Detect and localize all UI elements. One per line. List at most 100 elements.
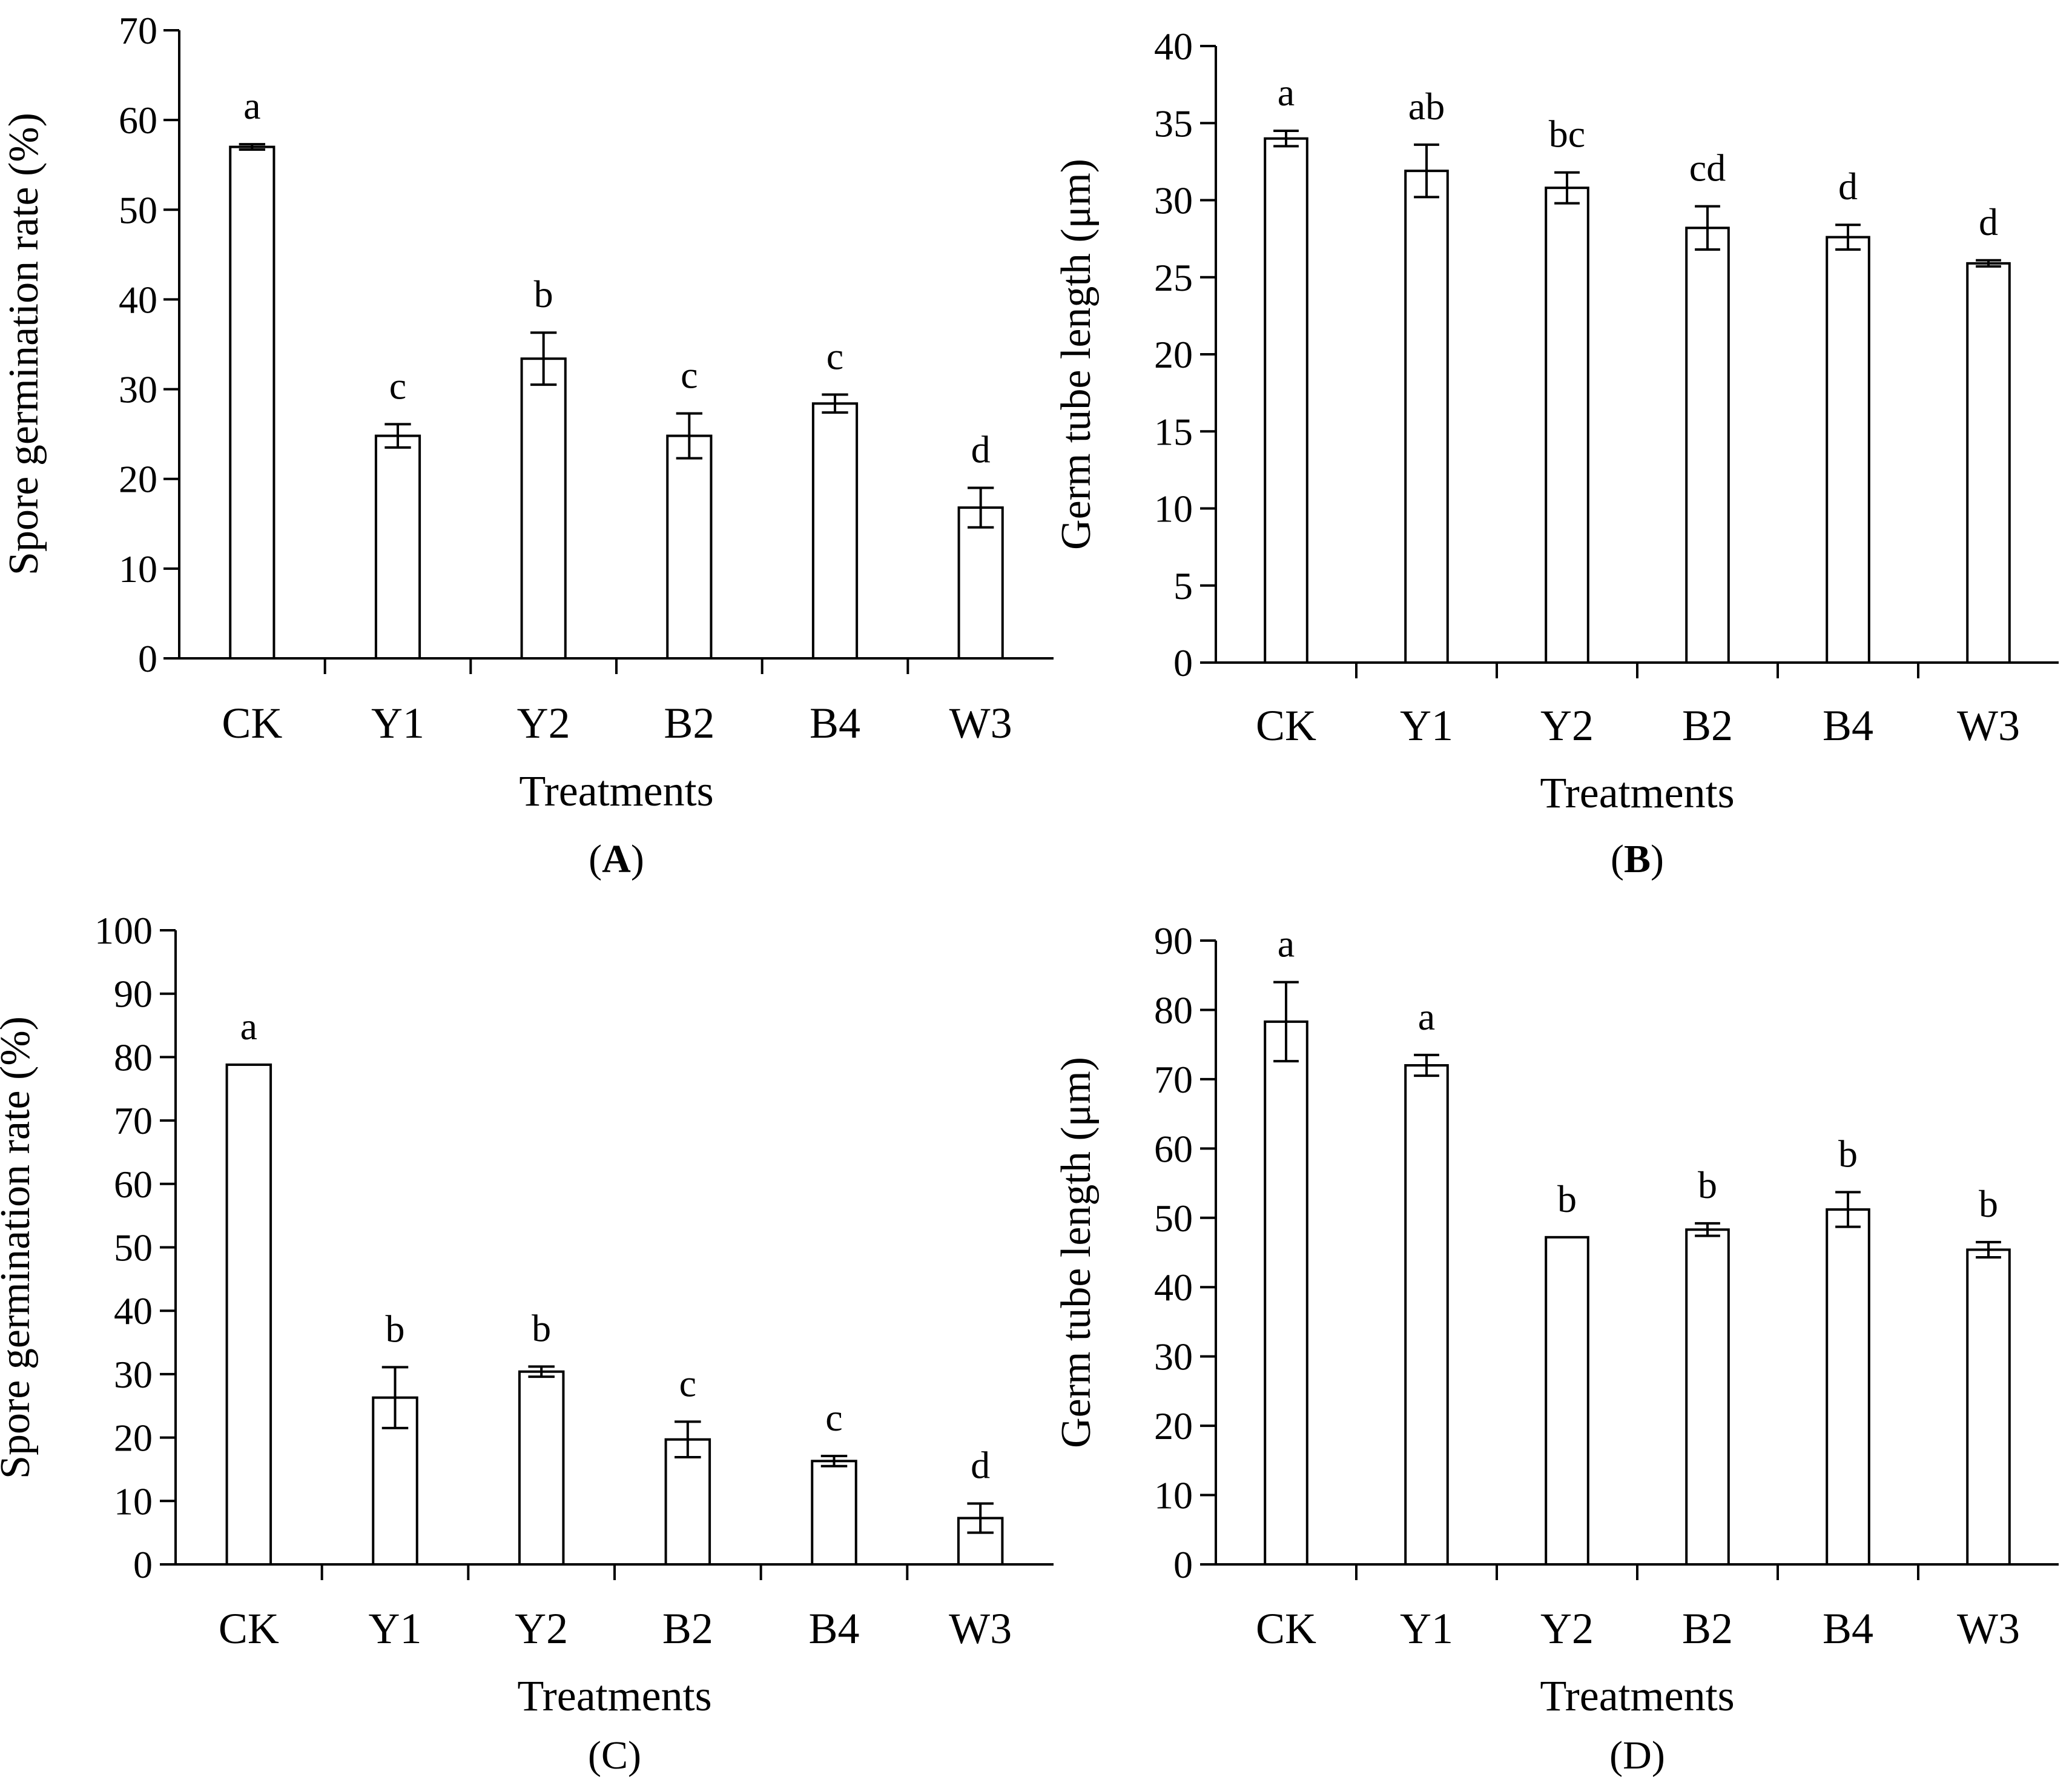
x-category-label: Y2: [1540, 701, 1594, 750]
bar-b4: [1826, 236, 1870, 664]
significance-letter: a: [1418, 995, 1435, 1038]
y-tick-label: 5: [1173, 564, 1193, 607]
bar-w3: [957, 506, 1004, 660]
significance-letter: b: [534, 273, 553, 316]
chart-panel-c: 0 10 20 30 40 50 60 70 80 90 100 a CK b Y1 b Y2 c B2 c B4 d W3…: [0, 909, 1054, 1778]
bar-y1: [1404, 1064, 1449, 1566]
x-category-label: Y2: [515, 1604, 568, 1653]
y-tick-label: 40: [1154, 1266, 1193, 1309]
significance-letter: c: [679, 1361, 696, 1404]
x-category-label: W3: [1957, 1604, 2020, 1653]
y-tick-label: 100: [94, 909, 153, 952]
x-axis-title: Treatments: [517, 1672, 711, 1720]
x-category-label: Y1: [1400, 701, 1453, 750]
significance-letter: bc: [1549, 113, 1585, 156]
significance-letter: b: [386, 1307, 405, 1350]
x-category-label: CK: [1256, 1604, 1316, 1653]
x-category-label: Y1: [369, 1604, 422, 1653]
y-tick-label: 0: [1173, 641, 1193, 684]
bar-y2: [518, 1370, 565, 1566]
significance-letter: c: [389, 364, 406, 407]
y-tick-label: 0: [138, 637, 157, 680]
x-category-label: W3: [1957, 701, 2020, 750]
y-tick-label: 90: [1154, 919, 1193, 962]
significance-letter: a: [1278, 71, 1295, 114]
significance-letter: cd: [1689, 147, 1726, 190]
panel-label: (B): [1611, 837, 1664, 881]
significance-letter: b: [1979, 1182, 1998, 1225]
x-axis-title: Treatments: [519, 767, 713, 815]
y-tick-label: 10: [114, 1480, 153, 1523]
bar-b2: [1685, 227, 1730, 664]
y-tick-label: 20: [119, 458, 157, 501]
significance-letter: b: [1838, 1132, 1858, 1175]
significance-letter: b: [532, 1306, 551, 1349]
y-tick-label: 40: [1154, 25, 1193, 68]
y-tick-label: 60: [119, 99, 157, 142]
x-category-label: Y2: [517, 699, 570, 747]
bar-b4: [811, 402, 859, 660]
significance-letter: b: [1557, 1177, 1577, 1220]
y-tick-label: 10: [1154, 488, 1193, 531]
x-category-label: B2: [1682, 701, 1733, 750]
bar-ck: [225, 1063, 272, 1566]
x-category-label: Y2: [1540, 1604, 1594, 1653]
panel-label: (C): [588, 1733, 641, 1778]
significance-letter: c: [826, 334, 843, 377]
y-tick-label: 80: [1154, 988, 1193, 1031]
bar-w3: [1966, 262, 2011, 664]
x-category-label: B4: [808, 1604, 859, 1653]
y-tick-label: 20: [114, 1417, 153, 1460]
y-axis-title: Germ tube length (μm): [1053, 159, 1100, 550]
x-category-label: B4: [810, 699, 860, 747]
significance-letter: d: [971, 1443, 990, 1486]
bar-b2: [666, 434, 713, 660]
x-category-label: Y1: [1400, 1604, 1453, 1653]
significance-letter: c: [681, 354, 698, 397]
y-tick-label: 30: [1154, 179, 1193, 222]
y-tick-label: 30: [114, 1353, 153, 1396]
x-category-label: W3: [949, 699, 1012, 747]
y-tick-label: 40: [119, 278, 157, 321]
x-category-label: CK: [222, 699, 282, 747]
chart-panel-b: 0 5 10 15 20 25 30 35 40 a CK ab Y1 bc Y2 cd B2 d B4 d W3 Tre…: [1053, 25, 2059, 881]
bar-b4: [1826, 1208, 1870, 1566]
x-category-label: B2: [1682, 1604, 1733, 1653]
y-tick-label: 50: [119, 188, 157, 231]
panel-label: (D): [1609, 1733, 1665, 1778]
y-tick-label: 50: [114, 1226, 153, 1269]
y-axis-title: Germ tube length (μm): [1053, 1057, 1100, 1448]
y-tick-label: 0: [1173, 1543, 1193, 1586]
y-tick-label: 70: [1154, 1058, 1193, 1101]
x-axis-title: Treatments: [1540, 769, 1734, 817]
x-category-label: Y1: [371, 699, 424, 747]
bar-y1: [1404, 170, 1449, 664]
bar-ck: [229, 145, 275, 660]
significance-letter: a: [240, 1005, 257, 1048]
y-tick-label: 40: [114, 1289, 153, 1332]
y-axis-title: Spore germination rate (%): [0, 1016, 39, 1479]
bar-y1: [374, 434, 421, 660]
bar-y2: [1545, 187, 1589, 664]
x-category-label: CK: [219, 1604, 279, 1653]
significance-letter: d: [1838, 165, 1858, 208]
x-category-label: W3: [949, 1604, 1012, 1653]
x-category-label: B4: [1823, 1604, 1873, 1653]
y-tick-label: 0: [133, 1543, 153, 1586]
x-category-label: CK: [1256, 701, 1316, 750]
significance-letter: d: [971, 428, 991, 471]
y-tick-label: 35: [1154, 102, 1193, 145]
y-tick-label: 60: [1154, 1127, 1193, 1170]
bar-b4: [811, 1460, 857, 1566]
x-category-label: B2: [664, 699, 714, 747]
y-tick-label: 60: [114, 1163, 153, 1206]
bar-b2: [1685, 1228, 1730, 1566]
x-category-label: B2: [662, 1604, 713, 1653]
y-tick-label: 20: [1154, 333, 1193, 376]
significance-letter: d: [1979, 200, 1998, 243]
y-tick-label: 80: [114, 1036, 153, 1079]
chart-panel-d: 0 10 20 30 40 50 60 70 80 90 a CK a Y1 b Y2 b B2 b B4 b W3 Tre…: [1053, 919, 2059, 1778]
significance-letter: a: [1278, 922, 1295, 965]
bar-y2: [1545, 1236, 1589, 1566]
